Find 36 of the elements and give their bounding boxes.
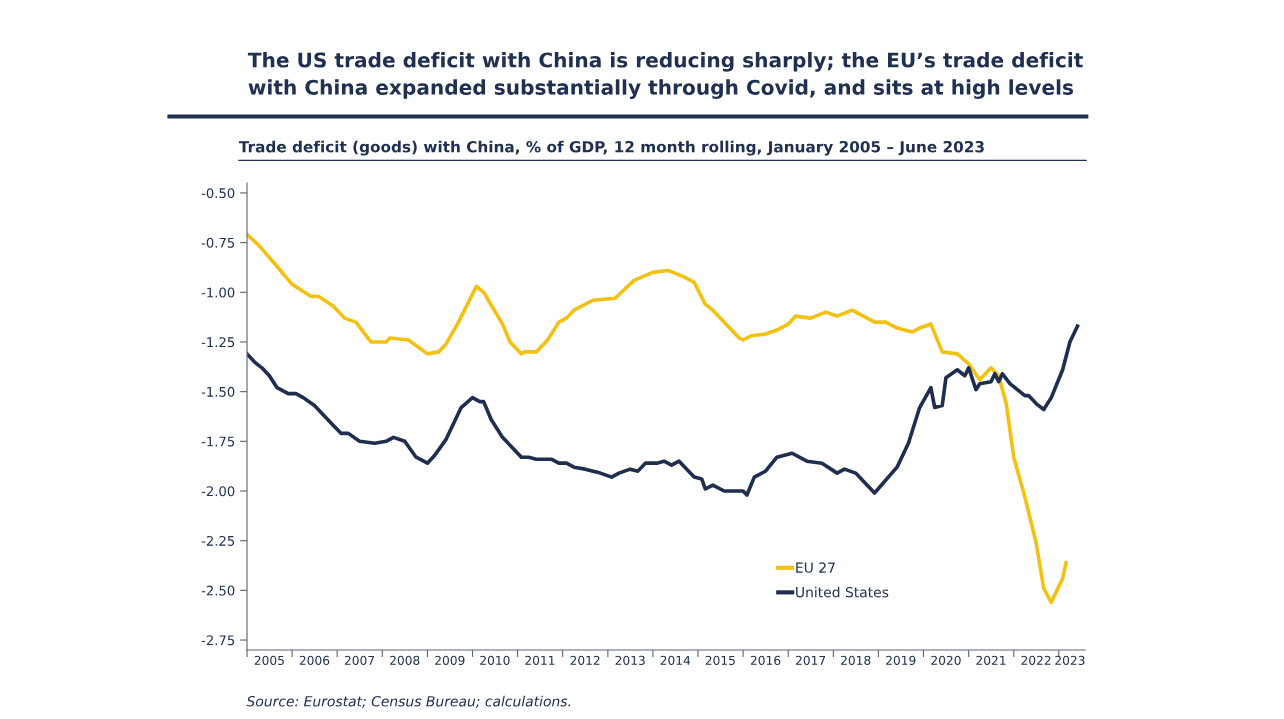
- x-tick-label: 2021: [976, 655, 1006, 665]
- x-tick-label: 2022: [1021, 655, 1051, 665]
- x-tick-label: 2009: [435, 655, 465, 665]
- chart-title: The US trade deficit with China is reducing sharply; the EU’s trade deficit with China expanded substantially through Covid, and sits at high levels: [247, 52, 1083, 99]
- legend-label: EU 27: [796, 562, 835, 573]
- y-tick-label: -1.00: [201, 287, 235, 298]
- x-tick-label: 2012: [570, 655, 600, 665]
- x-tick-label: 2007: [344, 655, 375, 665]
- x-tick-label: 2008: [390, 655, 420, 665]
- x-tick-label: 2011: [525, 655, 555, 665]
- y-tick-label: -0.50: [201, 188, 235, 199]
- x-tick-label: 2006: [299, 655, 330, 665]
- x-tick-label: 2005: [254, 655, 284, 665]
- y-tick-label: -1.50: [201, 386, 235, 397]
- legend-label: United States: [796, 586, 889, 598]
- y-tick-label: -1.75: [201, 436, 235, 447]
- chart-subtitle: Trade deficit (goods) with China, % of GDP, 12 month rolling, January 2005 – June 2023: [238, 140, 984, 156]
- y-tick-label: -1.25: [201, 337, 235, 348]
- x-tick-label: 2023: [1055, 655, 1085, 665]
- x-tick-label: 2010: [480, 655, 510, 665]
- source-note: Source: Eurostat; Census Bureau; calculations.: [246, 695, 571, 708]
- x-tick-label: 2013: [615, 655, 645, 665]
- x-tick-label: 2017: [795, 655, 826, 665]
- x-tick-label: 2014: [660, 655, 691, 665]
- x-tick-label: 2015: [705, 655, 735, 665]
- x-tick-label: 2020: [931, 655, 961, 665]
- y-tick-label: -2.25: [201, 535, 235, 546]
- x-tick-label: 2018: [841, 655, 871, 665]
- y-tick-label: -2.00: [201, 486, 235, 497]
- y-tick-label: -2.50: [201, 585, 235, 596]
- y-tick-label: -2.75: [201, 635, 235, 646]
- line-series: [247, 232, 1068, 605]
- line-series: [247, 324, 1080, 497]
- x-tick-label: 2019: [886, 655, 916, 665]
- x-tick-label: 2016: [750, 655, 781, 665]
- y-tick-label: -0.75: [201, 237, 235, 248]
